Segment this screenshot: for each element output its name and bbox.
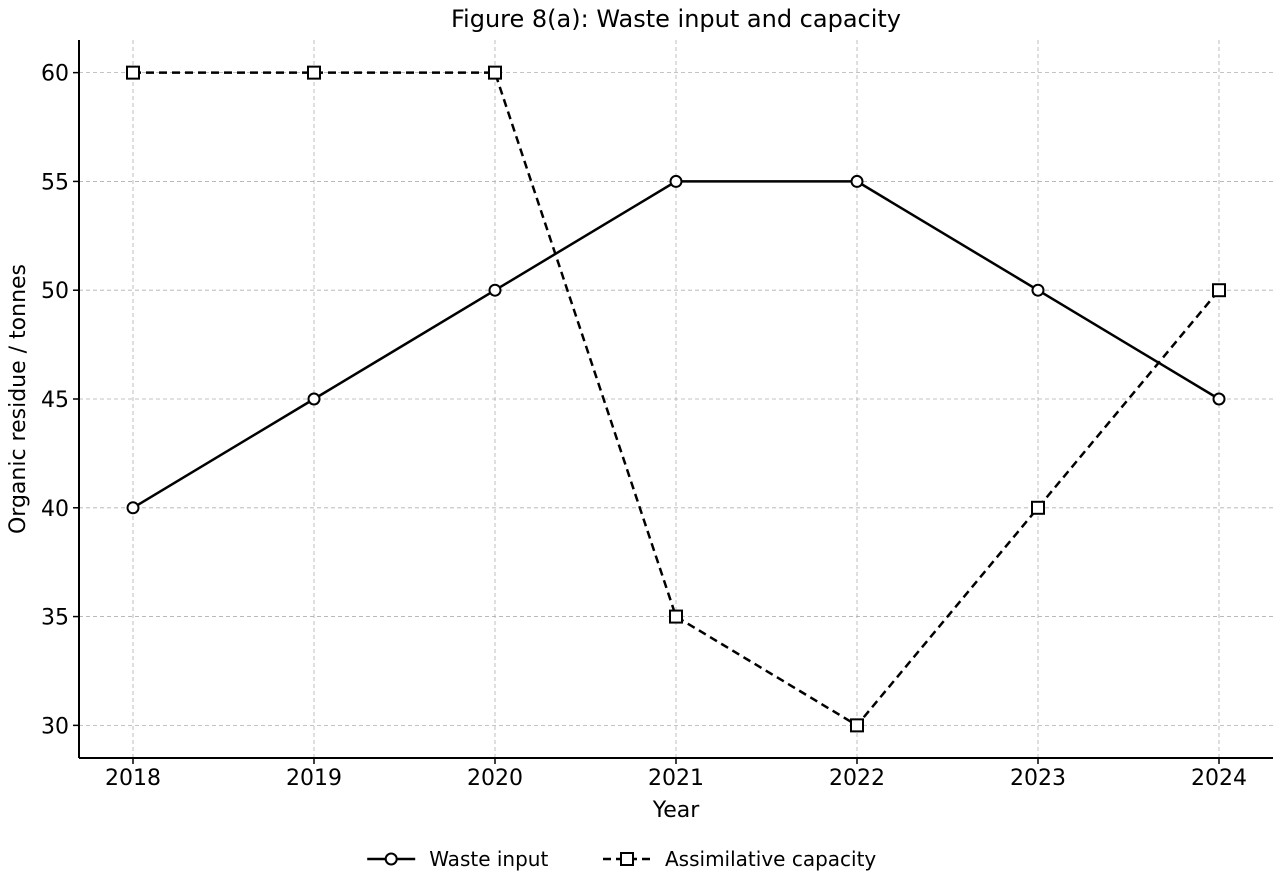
legend-label: Waste input	[429, 847, 548, 871]
data-point-waste-input	[1031, 283, 1045, 297]
legend-label: Assimilative capacity	[665, 847, 876, 871]
y-tick-label: 60	[41, 62, 69, 87]
y-tick-label: 45	[41, 388, 69, 413]
series-assimilative-capacity	[126, 65, 1226, 733]
x-tick-label: 2021	[648, 766, 704, 791]
chart-title: Figure 8(a): Waste input and capacity	[451, 5, 901, 33]
x-tick-label: 2024	[1191, 766, 1247, 791]
data-point-waste-input	[307, 392, 321, 406]
legend-item-assimilative-capacity: Assimilative capacity	[603, 847, 876, 871]
y-tick-label: 40	[41, 497, 69, 522]
x-tick-label: 2020	[467, 766, 523, 791]
data-point-assimilative-capacity	[669, 609, 683, 624]
data-point-waste-input	[669, 174, 683, 188]
data-point-assimilative-capacity	[850, 718, 864, 733]
data-point-assimilative-capacity	[1031, 500, 1045, 515]
data-point-waste-input	[488, 283, 502, 297]
grid	[79, 40, 1273, 758]
data-point-assimilative-capacity	[307, 65, 321, 80]
y-tick-label: 35	[41, 606, 69, 631]
data-point-waste-input	[850, 174, 864, 188]
data-point-waste-input	[126, 501, 140, 515]
y-tick-label: 50	[41, 279, 69, 304]
x-tick-label: 2019	[286, 766, 342, 791]
x-tick-label: 2018	[105, 766, 161, 791]
y-tick-label: 30	[41, 714, 69, 739]
plot-area	[126, 65, 1226, 733]
x-axis-label: Year	[652, 798, 701, 823]
legend-marker	[620, 852, 634, 866]
legend: Waste input Assimilative capacity	[367, 847, 876, 871]
data-point-assimilative-capacity	[488, 65, 502, 80]
y-tick-label: 55	[41, 170, 69, 195]
data-point-waste-input	[1212, 392, 1226, 406]
x-tick-label: 2023	[1010, 766, 1066, 791]
tick-labels: 2018 2019 2020 2021 2022 2023 2024 30 35 40 45 50 55…	[41, 62, 1247, 791]
data-point-assimilative-capacity	[126, 65, 140, 80]
y-axis-label: Organic residue / tonnes	[6, 264, 31, 534]
x-tick-label: 2022	[829, 766, 885, 791]
legend-marker	[384, 852, 398, 866]
data-point-assimilative-capacity	[1212, 283, 1226, 298]
legend-item-waste-input: Waste input	[367, 847, 548, 871]
series-waste-input	[126, 174, 1226, 515]
